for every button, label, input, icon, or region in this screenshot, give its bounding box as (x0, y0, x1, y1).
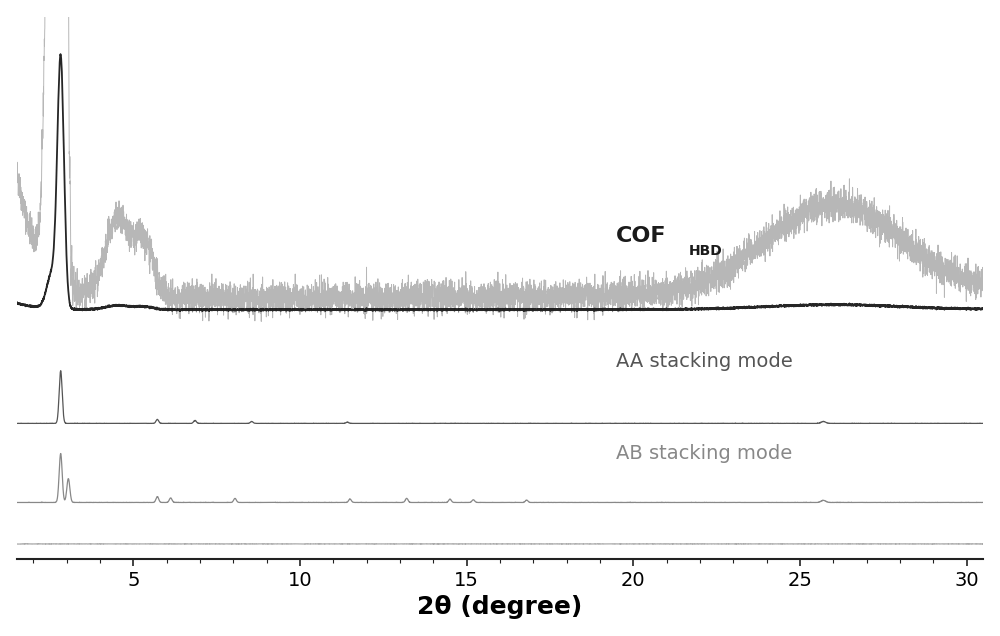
Text: HBD: HBD (688, 244, 722, 258)
X-axis label: 2θ (degree): 2θ (degree) (417, 595, 583, 619)
Text: COF: COF (616, 226, 666, 245)
Text: AA stacking mode: AA stacking mode (616, 352, 793, 371)
Text: AB stacking mode: AB stacking mode (616, 444, 792, 463)
